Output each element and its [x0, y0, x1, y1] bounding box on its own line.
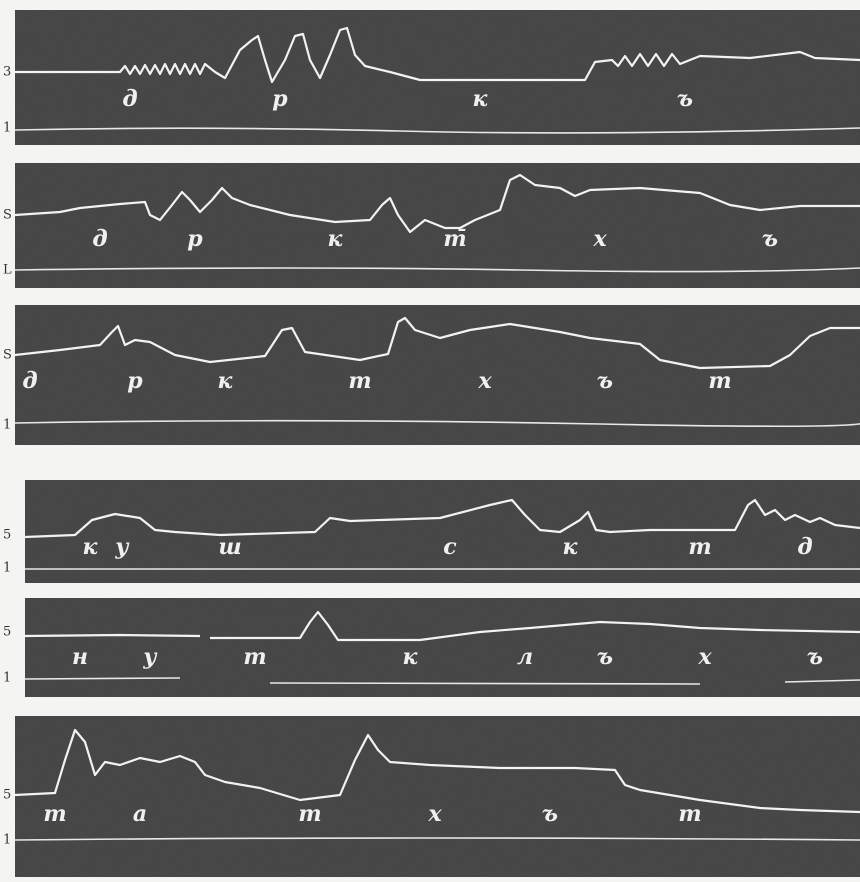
phoneme-label: х — [427, 801, 442, 827]
phoneme-label: ъ — [597, 644, 613, 670]
panels — [15, 10, 860, 877]
oscillogram-figure: 31дркъSLдркт̄хъS1дрктхът51кушсктд51нуткл… — [0, 0, 860, 882]
phoneme-label: к — [403, 644, 418, 670]
phoneme-label: д — [22, 368, 37, 394]
phoneme-label: с — [443, 534, 457, 560]
line-label: L — [3, 263, 12, 278]
phoneme-label: н — [72, 644, 88, 670]
phoneme-label: т̄ — [443, 226, 466, 252]
phoneme-label: р — [127, 368, 143, 394]
trace-label: S — [3, 208, 12, 223]
phoneme-label: ъ — [597, 368, 613, 394]
phoneme-label: т — [708, 368, 731, 394]
panel — [15, 716, 860, 877]
trace-label: 3 — [3, 65, 11, 80]
phoneme-label: к — [563, 534, 578, 560]
phoneme-label: т — [688, 534, 711, 560]
phoneme-label: х — [592, 226, 607, 252]
phoneme-label: х — [477, 368, 492, 394]
phoneme-label: р — [187, 226, 203, 252]
phoneme-label: л — [517, 644, 533, 670]
trace-label: 5 — [3, 625, 11, 640]
phoneme-label: р — [272, 86, 288, 112]
phoneme-label: д — [92, 226, 107, 252]
trace-label: S — [3, 348, 12, 363]
phoneme-label: т — [678, 801, 701, 827]
trace-label: 5 — [3, 528, 11, 543]
phoneme-label: ъ — [677, 86, 693, 112]
line-label: 1 — [3, 671, 11, 686]
phoneme-label: ъ — [542, 801, 558, 827]
phoneme-label: т — [298, 801, 321, 827]
line-label: 1 — [3, 561, 11, 576]
line-label: 1 — [3, 418, 11, 433]
panel — [25, 480, 860, 583]
line-label: 1 — [3, 833, 11, 848]
phoneme-label: у — [142, 644, 158, 670]
phoneme-label: у — [114, 534, 130, 560]
phoneme-label: к — [218, 368, 233, 394]
phoneme-label: т — [243, 644, 266, 670]
phoneme-label: д — [122, 86, 137, 112]
phoneme-label: ъ — [762, 226, 778, 252]
phoneme-label: к — [83, 534, 98, 560]
line-label: 1 — [3, 121, 11, 136]
phoneme-label: ш — [218, 534, 241, 560]
phoneme-label: т — [348, 368, 371, 394]
trace-label: 5 — [3, 788, 11, 803]
phoneme-label: ъ — [807, 644, 823, 670]
phoneme-label: а — [133, 801, 147, 827]
phoneme-label: х — [697, 644, 712, 670]
phoneme-label: к — [473, 86, 488, 112]
panel — [15, 10, 860, 145]
phoneme-label: д — [797, 534, 812, 560]
phoneme-label: т — [43, 801, 66, 827]
phoneme-label: к — [328, 226, 343, 252]
